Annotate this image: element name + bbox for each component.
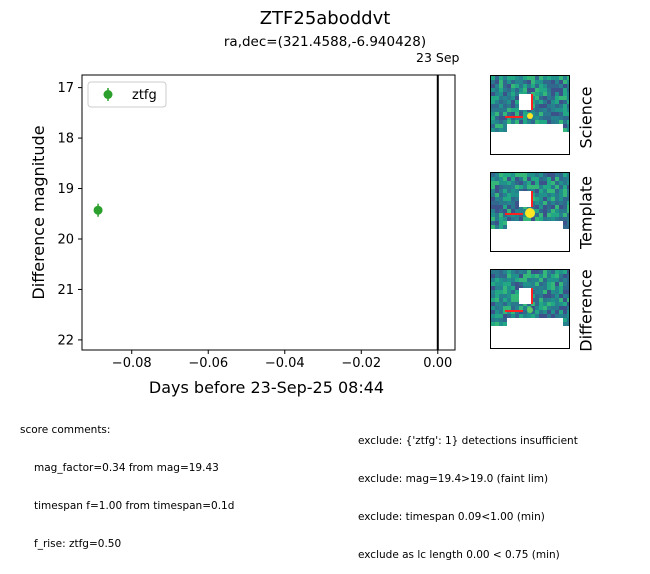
stamp-image	[491, 76, 569, 132]
score-comments-heading: score comments:	[20, 424, 111, 437]
stamp-label-difference: Difference	[576, 269, 596, 352]
plot-frame	[81, 74, 456, 351]
score-comment-line: timespan f=1.00 from timespan=0.1d	[34, 499, 235, 512]
legend-marker	[103, 90, 113, 99]
chart-subtitle: ra,dec=(321.4588,-6.940428)	[223, 34, 427, 50]
stamp-label-template: Template	[576, 176, 596, 250]
stamp-image	[491, 270, 569, 326]
stamp-label-science: Science	[576, 86, 596, 149]
score-comments: score comments: mag_factor=0.34 from mag…	[20, 399, 234, 563]
x-tick-label: 0.00	[423, 356, 452, 371]
exclude-comment-line: exclude: timespan 0.09<1.00 (min)	[358, 510, 545, 523]
lightcurve-chart: −0.08 −0.06 −0.04 −0.02 0.00 17 18 19 20 21 22 Days…	[29, 50, 460, 397]
difference-stamp	[490, 269, 570, 349]
score-comment-line: mag_factor=0.34 from mag=19.43	[34, 461, 219, 474]
x-tick-label: −0.06	[188, 356, 228, 371]
y-tick-label: 18	[57, 132, 74, 147]
legend-label: ztfg	[132, 88, 157, 103]
exclude-comment-line: exclude: mag=19.4>19.0 (faint lim)	[358, 472, 549, 485]
exclude-comment-line: exclude as lc length 0.00 < 0.75 (min)	[358, 548, 560, 561]
y-tick-label: 21	[57, 283, 74, 298]
exclude-comment-line: exclude: {'ztfg': 1} detections insuffic…	[358, 435, 578, 448]
y-tick-label: 19	[57, 182, 74, 197]
template-stamp	[490, 172, 570, 252]
y-tick-label: 17	[57, 81, 74, 96]
science-stamp	[490, 75, 570, 155]
x-tick-label: −0.04	[265, 356, 305, 371]
x-tick-label: −0.02	[341, 356, 381, 371]
date-marker-label: 23 Sep	[416, 50, 460, 65]
score-comment-line: f_rise: ztfg=0.50	[34, 537, 122, 550]
stamp-image	[491, 173, 569, 229]
y-axis-label: Difference magnitude	[29, 125, 48, 299]
y-tick-label: 22	[57, 333, 74, 348]
y-tick-label: 20	[57, 232, 74, 247]
data-point	[93, 205, 103, 215]
chart-title: ZTF25aboddvt	[259, 8, 391, 29]
exclude-comments: exclude: {'ztfg': 1} detections insuffic…	[358, 410, 578, 574]
x-tick-label: −0.08	[112, 356, 152, 371]
x-axis-label: Days before 23-Sep-25 08:44	[149, 378, 384, 397]
